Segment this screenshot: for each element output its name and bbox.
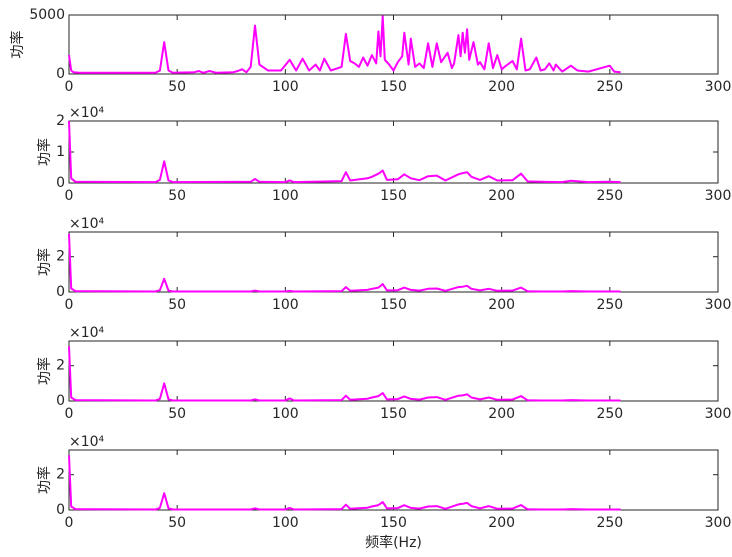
x-tick-label: 50 [168,406,186,422]
exponent-label: ×10⁴ [69,216,105,232]
x-tick-label: 50 [168,79,186,95]
y-tick-label: 2 [56,467,65,483]
x-tick-label: 50 [168,515,186,531]
y-tick-label: 1 [56,144,65,160]
x-tick-label: 250 [596,406,623,422]
x-tick-label: 100 [272,297,299,313]
x-tick-label: 200 [488,188,515,204]
y-axis-label: 功率 [9,31,26,59]
x-tick-label: 200 [488,406,515,422]
y-tick-label: 0 [56,175,65,191]
x-tick-label: 250 [596,188,623,204]
x-tick-label: 250 [596,79,623,95]
y-tick-label: 5000 [29,7,65,23]
spectrum-line [68,455,621,511]
x-tick-label: 50 [168,188,186,204]
y-tick-label: 0 [56,393,65,409]
x-tick-label: 100 [272,79,299,95]
y-axis-label: 功率 [36,466,53,494]
x-tick-label: 150 [380,188,407,204]
x-tick-label: 0 [65,79,74,95]
x-tick-label: 100 [272,406,299,422]
x-axis-label: 频率(Hz) [365,534,422,551]
x-tick-label: 100 [272,188,299,204]
exponent-label: ×10⁴ [69,105,105,121]
x-tick-label: 300 [705,515,732,531]
x-tick-label: 0 [65,188,74,204]
x-tick-label: 0 [65,406,74,422]
y-tick-label: 2 [56,358,65,374]
x-tick-label: 150 [380,297,407,313]
y-axis-label: 功率 [36,357,53,385]
x-tick-label: 300 [705,188,732,204]
y-tick-label: 0 [56,502,65,518]
x-tick-label: 200 [488,79,515,95]
spectrum-line [68,120,621,184]
x-tick-label: 300 [705,297,732,313]
x-tick-label: 100 [272,515,299,531]
x-tick-label: 150 [380,79,407,95]
spectrum-line [68,15,621,74]
y-tick-label: 2 [56,113,65,129]
x-tick-label: 0 [65,297,74,313]
x-tick-label: 300 [705,406,732,422]
y-tick-label: 0 [56,284,65,300]
x-tick-label: 200 [488,297,515,313]
x-tick-label: 50 [168,297,186,313]
x-tick-label: 0 [65,515,74,531]
axes-box [68,14,719,75]
x-tick-label: 150 [380,515,407,531]
exponent-label: ×10⁴ [69,325,105,341]
y-axis-label: 功率 [36,248,53,276]
x-tick-label: 250 [596,515,623,531]
x-tick-label: 200 [488,515,515,531]
y-tick-label: 0 [56,66,65,82]
exponent-label: ×10⁴ [69,434,105,450]
spectrum-line [68,233,621,293]
x-tick-label: 150 [380,406,407,422]
y-tick-label: 2 [56,249,65,265]
y-axis-label: 功率 [36,138,53,166]
x-tick-label: 300 [705,79,732,95]
spectrum-line [68,346,621,402]
x-tick-label: 250 [596,297,623,313]
